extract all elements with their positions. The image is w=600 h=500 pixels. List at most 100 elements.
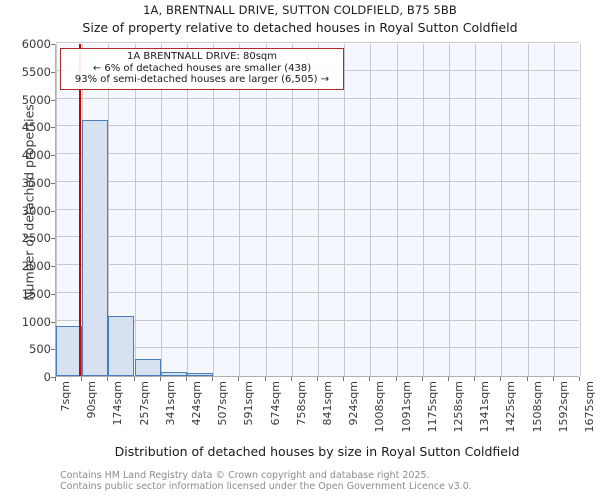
- gridline-vertical: [554, 44, 555, 376]
- x-axis-tick-mark: [317, 377, 318, 381]
- y-axis-tick-mark: [51, 266, 55, 267]
- x-axis-tick-mark: [212, 377, 213, 381]
- y-axis-tick-mark: [51, 293, 55, 295]
- y-axis-tick-label: 0: [43, 370, 51, 384]
- gridline-vertical: [135, 44, 136, 376]
- x-axis-tick-label: 1258sqm: [452, 381, 465, 433]
- property-size-marker-line: [79, 44, 82, 376]
- gridline-vertical: [449, 44, 450, 376]
- gridline-vertical: [475, 44, 476, 376]
- y-axis-tick-label: 1500: [21, 286, 51, 301]
- gridline-vertical: [108, 44, 109, 376]
- x-axis-tick-mark: [134, 377, 135, 381]
- gridline-horizontal: [56, 347, 579, 349]
- x-axis-tick-label: 1341sqm: [478, 381, 492, 433]
- y-axis-tick-mark: [51, 99, 55, 101]
- x-axis-tick-label: 1675sqm: [583, 381, 596, 433]
- annotation-line-1: 1A BRENTNALL DRIVE: 80sqm: [126, 51, 278, 62]
- annotation-line-3: 93% of semi-detached houses are larger (…: [74, 74, 330, 85]
- gridline-horizontal: [56, 125, 579, 127]
- y-axis-tick-mark: [51, 377, 55, 378]
- footer-attribution: Contains HM Land Registry data © Crown c…: [60, 470, 580, 492]
- x-axis-tick-mark: [579, 377, 580, 381]
- gridline-horizontal: [56, 319, 579, 321]
- gridline-vertical: [56, 44, 57, 376]
- bar: [161, 371, 187, 376]
- gridline-vertical: [213, 44, 214, 376]
- x-axis-tick-mark: [369, 377, 370, 381]
- gridline-horizontal: [56, 208, 579, 210]
- x-axis-tick-label: 257sqm: [137, 381, 151, 426]
- x-axis-label: Distribution of detached houses by size …: [114, 444, 520, 459]
- x-axis-tick-mark: [343, 377, 344, 381]
- x-axis-tick-mark: [396, 377, 397, 381]
- gridline-vertical: [292, 44, 293, 376]
- x-axis-tick-mark: [107, 377, 108, 381]
- gridline-vertical: [501, 44, 502, 376]
- gridline-horizontal: [56, 291, 579, 293]
- gridline-vertical: [397, 44, 398, 376]
- gridline-horizontal: [56, 153, 579, 154]
- x-axis-tick-mark: [186, 377, 187, 381]
- x-axis-tick-label: 7sqm: [59, 381, 72, 412]
- annotation-line-2: ← 6% of detached houses are smaller (438…: [92, 62, 312, 74]
- y-axis-tick-label: 3500: [21, 175, 51, 190]
- x-axis-tick-label: 1592sqm: [556, 381, 570, 433]
- x-axis-tick-label: 90sqm: [85, 381, 99, 419]
- x-axis-tick-mark: [265, 377, 266, 381]
- y-axis-tick-label: 5000: [21, 92, 51, 107]
- gridline-vertical: [239, 44, 240, 376]
- property-annotation-box: 1A BRENTNALL DRIVE: 80sqm ← 6% of detach…: [60, 48, 344, 90]
- y-axis-tick-mark: [51, 210, 55, 212]
- x-axis-tick-label: 174sqm: [111, 381, 125, 426]
- y-axis-tick-label: 4500: [21, 120, 51, 135]
- gridline-vertical: [580, 44, 581, 376]
- x-axis-tick-mark: [238, 377, 239, 381]
- x-axis-tick-mark: [474, 377, 475, 381]
- gridline-horizontal: [56, 97, 579, 99]
- y-axis-tick-label: 6000: [21, 37, 51, 51]
- gridline-vertical: [161, 44, 162, 376]
- gridline-vertical: [266, 44, 267, 376]
- x-axis-tick-label: 1425sqm: [504, 381, 518, 433]
- footer-line-2: Contains public sector information licen…: [60, 481, 472, 492]
- x-axis-tick-mark: [422, 377, 423, 381]
- bar: [56, 326, 82, 376]
- x-axis-tick-label: 674sqm: [268, 381, 282, 426]
- x-axis-tick-label: 841sqm: [321, 381, 334, 426]
- gridline-vertical: [187, 44, 188, 376]
- y-axis-tick-mark: [51, 155, 55, 156]
- gridline-horizontal: [56, 264, 579, 265]
- y-axis-tick-mark: [51, 238, 55, 240]
- y-axis-tick-label: 4000: [21, 148, 51, 162]
- x-axis-tick-label: 424sqm: [190, 381, 203, 426]
- plot-area: [55, 42, 581, 377]
- gridline-horizontal: [56, 180, 579, 182]
- x-axis-tick-label: 758sqm: [294, 381, 308, 426]
- bar: [187, 373, 213, 376]
- y-axis-tick-mark: [51, 182, 55, 184]
- y-axis: 0 500 1000 1500 2000 2500 3000 3500 4000 4500 5000…: [0, 37, 55, 384]
- bar: [108, 315, 134, 376]
- y-axis-tick-label: 2500: [21, 231, 51, 246]
- x-axis-tick-mark: [527, 377, 528, 381]
- y-axis-tick-mark: [51, 127, 55, 129]
- y-axis-tick-label: 5500: [21, 64, 51, 79]
- x-axis: 7sqm 90sqm 174sqm 257sqm 341sqm 424sqm 507sqm 5…: [55, 381, 596, 441]
- x-axis-tick-label: 507sqm: [216, 381, 230, 426]
- bar: [82, 120, 108, 376]
- x-axis-tick-label: 924sqm: [347, 381, 361, 426]
- x-axis-tick-mark: [291, 377, 292, 381]
- x-axis-tick-label: 1508sqm: [530, 381, 544, 433]
- gridline-horizontal: [56, 42, 579, 43]
- x-axis-tick-mark: [160, 377, 161, 381]
- gridline-vertical: [344, 44, 345, 376]
- gridline-vertical: [370, 44, 371, 376]
- y-axis-tick-mark: [51, 44, 55, 45]
- y-axis-tick-label: 1000: [21, 314, 51, 329]
- gridline-vertical: [528, 44, 529, 376]
- page-title: 1A, BRENTNALL DRIVE, SUTTON COLDFIELD, B…: [143, 3, 457, 17]
- gridline-horizontal: [56, 236, 579, 238]
- y-axis-label: Number of detached properties: [21, 104, 37, 301]
